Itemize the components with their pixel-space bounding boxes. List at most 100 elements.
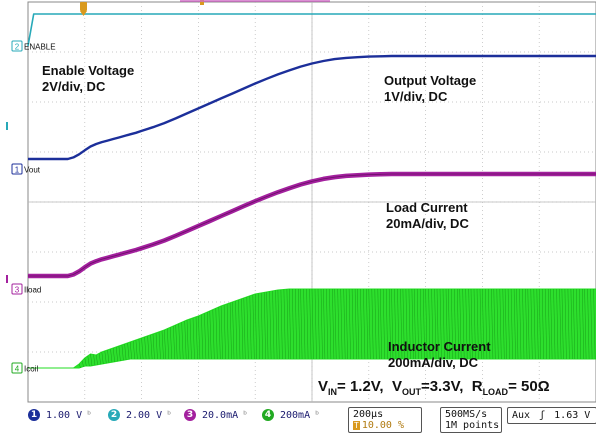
icoil-ripple-line	[326, 288, 329, 360]
iload-noise-core	[28, 173, 596, 277]
icoil-ripple-line	[235, 300, 238, 360]
icoil-marker-box	[11, 362, 23, 374]
iload-annotation-line1: Load Current	[386, 200, 468, 215]
ch3-readout[interactable]: 3 20.0mA ᵇ	[184, 408, 248, 422]
icoil-ripple-line	[129, 341, 132, 360]
icoil-ripple-line	[541, 288, 544, 360]
vout-symbol: V	[391, 378, 402, 395]
enable-annotation-line2: 2V/div, DC	[42, 79, 106, 94]
timebase-box[interactable]: 200µs T 10.00 %	[348, 407, 422, 433]
horizontal-position-icon	[200, 0, 204, 5]
icoil-ripple-line	[311, 288, 314, 360]
icoil-ripple-line	[561, 288, 564, 360]
icoil-ripple-line	[502, 288, 505, 360]
icoil-ripple-line	[212, 309, 215, 360]
trigger-marker-body	[80, 2, 87, 11]
icoil-ripple-line	[382, 288, 385, 360]
icoil-ripple-line	[363, 288, 366, 360]
icoil-marker-number: 4	[15, 365, 20, 374]
icoil-ripple-line	[329, 288, 332, 360]
vout-marker-box	[11, 163, 23, 175]
icoil-ripple-line	[207, 311, 210, 360]
icoil-ripple-line	[431, 288, 434, 360]
icoil-ripple-line	[295, 288, 298, 360]
icoil-ripple-line	[115, 346, 118, 362]
icoil-ripple-line	[516, 288, 519, 360]
icoil-ripple-line	[152, 333, 155, 360]
channel-markers: 2 ENABLE 1 Vout 3 Iload 4 Icoil	[6, 0, 330, 374]
icoil-ripple-line	[303, 288, 306, 360]
icoil-ripple-line	[366, 288, 369, 360]
ch1-bw-icon: ᵇ	[86, 409, 93, 421]
icoil-annotation-line2: 200mA/div, DC	[388, 355, 479, 370]
icoil-ripple-line	[173, 325, 176, 360]
icoil-ripple-line	[124, 343, 127, 361]
ch1-readout[interactable]: 1 1.00 V ᵇ	[28, 408, 92, 422]
vin-value: = 1.2V,	[337, 378, 384, 395]
enable-channel-marker: 2 ENABLE	[11, 40, 56, 52]
icoil-ripple-line	[579, 288, 582, 360]
icoil-ripple-line	[147, 335, 150, 360]
icoil-ripple-line	[593, 288, 596, 360]
icoil-ripple-line	[422, 288, 425, 360]
ch4-readout[interactable]: 4 200mA ᵇ	[262, 408, 320, 422]
icoil-ripple-line	[178, 323, 181, 360]
icoil-ripple-line	[408, 288, 411, 360]
icoil-ripple-line	[283, 289, 286, 360]
icoil-ripple-line	[564, 288, 567, 360]
icoil-ripple-line	[337, 288, 340, 360]
icoil-ripple-line	[95, 354, 98, 366]
ch2-scale: 2.00 V	[126, 409, 163, 421]
icoil-ripple-line	[567, 288, 570, 360]
ch2-readout[interactable]: 2 2.00 V ᵇ	[108, 408, 172, 422]
icoil-ripple-line	[257, 293, 260, 360]
icoil-ripple-line	[132, 340, 135, 360]
iload-annotation-line2: 20mA/div, DC	[386, 216, 469, 231]
icoil-ripple-line	[272, 290, 275, 360]
icoil-ripple-line	[428, 288, 431, 360]
vin-subscript: IN	[328, 387, 338, 397]
icoil-ripple-line	[90, 353, 93, 367]
acquisition-box[interactable]: 500MS/s 1M points	[440, 407, 502, 433]
icoil-ripple-line	[263, 292, 266, 360]
icoil-ripple-line	[332, 288, 335, 360]
icoil-ripple-line	[277, 289, 280, 360]
icoil-ripple-line	[391, 288, 394, 360]
icoil-ripple-line	[121, 344, 124, 361]
icoil-ripple-line	[112, 347, 115, 363]
icoil-ripple-line	[161, 330, 164, 360]
icoil-ripple-line	[175, 324, 178, 360]
icoil-ripple-line	[209, 310, 212, 360]
vout-annotation-line2: 1V/div, DC	[384, 89, 448, 104]
icoil-ripple-line	[320, 288, 323, 360]
icoil-ripple-line	[468, 288, 471, 360]
icoil-ripple-line	[167, 328, 170, 360]
icoil-ripple-line	[525, 288, 528, 360]
vout-marker-number: 1	[15, 166, 20, 175]
icoil-ripple-line	[189, 318, 192, 360]
icoil-ripple-line	[101, 351, 104, 365]
icoil-ripple-line	[138, 338, 141, 360]
trigger-box[interactable]: Aux ʃ 1.63 V	[507, 407, 596, 424]
icoil-ripple-line	[473, 288, 476, 360]
ch1-scale: 1.00 V	[46, 409, 83, 421]
icoil-ripple-line	[127, 342, 130, 360]
icoil-ripple-line	[522, 288, 525, 360]
icoil-ripple-line	[536, 288, 539, 360]
trigger-slope-icon: ʃ	[539, 410, 546, 421]
icoil-ripple-line	[374, 288, 377, 360]
rload-subscript: LOAD	[482, 387, 509, 397]
icoil-ripple-line	[275, 290, 278, 360]
vout-annotation: Output Voltage 1V/div, DC	[384, 73, 476, 105]
icoil-ripple-line	[243, 297, 246, 360]
rload-value: = 50Ω	[508, 378, 550, 395]
icoil-ripple-line	[527, 288, 530, 360]
icoil-annotation-line1: Inductor Current	[388, 339, 491, 354]
icoil-ripple-line	[345, 288, 348, 360]
iload-channel-marker: 3 Iload	[11, 283, 41, 295]
icoil-ripple-line	[584, 288, 587, 360]
icoil-ripple-line	[451, 288, 454, 360]
icoil-ripple-line	[204, 313, 207, 360]
icoil-ripple-line	[491, 288, 494, 360]
